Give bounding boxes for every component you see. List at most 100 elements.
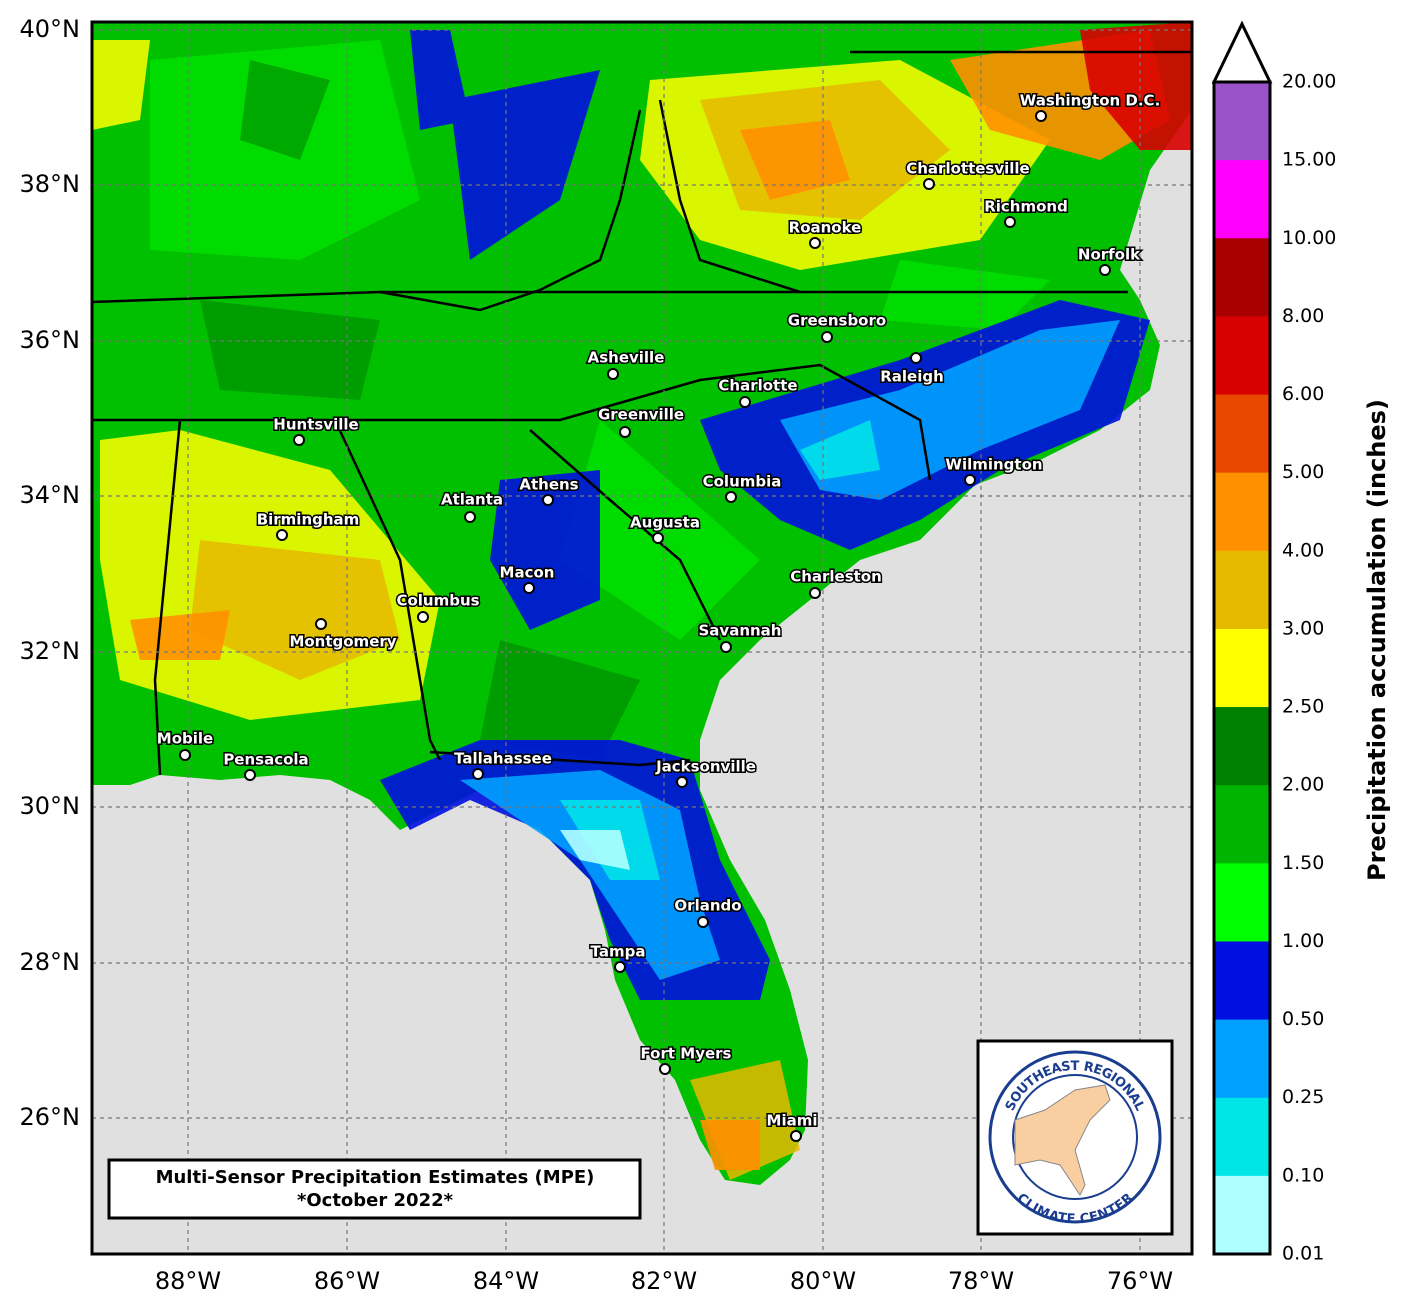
colorbar-bin [1214,1097,1270,1177]
city-label: Montgomery [289,633,396,651]
lat-label: 38°N [20,170,81,198]
city-label: Miami [767,1112,818,1130]
colorbar-label: 3.00 [1282,617,1324,639]
city-label: Charlottesville [906,160,1029,178]
colorbar-bin [1214,707,1270,786]
city-marker [293,434,305,446]
city-label: Orlando [674,897,741,915]
city-label: Greensboro [788,312,886,330]
city-marker [809,587,821,599]
city-marker [614,961,626,973]
city-label: Huntsville [273,416,358,434]
city-label: Tampa [591,943,646,961]
city-marker [276,529,288,541]
colorbar-label: 5.00 [1282,461,1324,483]
precip-field [92,22,1192,1254]
city-label: Athens [519,476,578,494]
colorbar-label: 0.10 [1282,1164,1324,1186]
colorbar-bin [1214,628,1270,708]
city-label: Greenville [598,406,684,424]
city-marker [910,352,922,364]
city-label: Roanoke [789,219,862,237]
lon-label: 82°W [631,1267,697,1295]
lon-label: 86°W [314,1267,380,1295]
city-label: Charlotte [718,377,797,395]
colorbar-bin [1214,238,1270,317]
colorbar-label: 0.01 [1282,1243,1324,1265]
logo-ring-inner [1012,1074,1138,1200]
city-marker [179,749,191,761]
city-label: Asheville [588,349,665,367]
precip-blue [380,30,1150,1000]
city-marker [809,237,821,249]
city-label: Augusta [630,514,700,532]
city-marker [720,641,732,653]
city-label: Columbus [396,592,479,610]
city-label: Columbia [703,473,782,491]
colorbar-bin [1214,1019,1270,1099]
city-marker [1035,110,1047,122]
colorbar-label: 2.00 [1282,774,1324,796]
city-label: Birmingham [257,511,360,529]
colorbar-bin [1214,316,1270,396]
city-label: Fort Myers [641,1045,732,1063]
precip-orange [130,30,1170,1170]
city-marker [964,474,976,486]
city-label: Charleston [790,568,882,586]
city-label: Pensacola [223,751,308,769]
colorbar-bin [1214,1175,1270,1255]
city-label: Raleigh [880,368,944,386]
logo: SOUTHEAST REGIONAL CLIMATE CENTER [976,1039,1174,1236]
colorbar-extend [1211,20,1273,84]
city-label: Tallahassee [454,750,552,768]
lon-label: 84°W [473,1267,539,1295]
city-label: Wilmington [945,456,1042,474]
city-marker [619,426,631,438]
city-marker [676,776,688,788]
colorbar-bin [1214,82,1270,161]
city-marker [659,1063,671,1075]
city-marker [542,494,554,506]
city-marker [652,532,664,544]
precip-palecyan [560,830,630,870]
city-label: Macon [500,564,555,582]
colorbar-label: 1.50 [1282,852,1324,874]
lat-label: 28°N [20,948,81,976]
colorbar-label: 15.00 [1282,149,1336,171]
colorbar-label: 6.00 [1282,383,1324,405]
lon-label: 88°W [155,1267,221,1295]
lat-label: 36°N [20,326,81,354]
lon-label: 78°W [948,1267,1014,1295]
precip-gold [190,80,950,1180]
city-label: Jacksonville [655,758,756,776]
colorbar-bin [1214,160,1270,239]
colorbar-title: Precipitation accumulation (inches) [1363,399,1391,881]
lat-label: 34°N [20,481,81,509]
city-label: Mobile [157,730,213,748]
precip-red [1080,22,1192,150]
colorbar-frame [1212,80,1272,1256]
colorbar-bin [1214,785,1270,864]
city-marker [1004,216,1016,228]
city-label: Richmond [984,198,1068,216]
lat-label: 30°N [20,792,81,820]
city-marker [607,368,619,380]
land [92,22,1192,1185]
lon-label: 76°W [1107,1267,1173,1295]
city-label: Atlanta [441,491,503,509]
colorbar-label: 1.00 [1282,930,1324,952]
city-label: Norfolk [1078,246,1141,264]
lat-label: 26°N [20,1103,81,1131]
title-box: Multi-Sensor Precipitation Estimates (MP… [107,1158,642,1220]
precip-green-light [150,40,1050,640]
city-marker [725,491,737,503]
state-borders [92,50,1192,776]
lat-label: 40°N [20,15,81,43]
city-marker [790,1130,802,1142]
colorbar-label: 0.50 [1282,1008,1324,1030]
city-marker [472,768,484,780]
city-marker [417,611,429,623]
city-marker [923,178,935,190]
colorbar-bin [1214,394,1270,474]
